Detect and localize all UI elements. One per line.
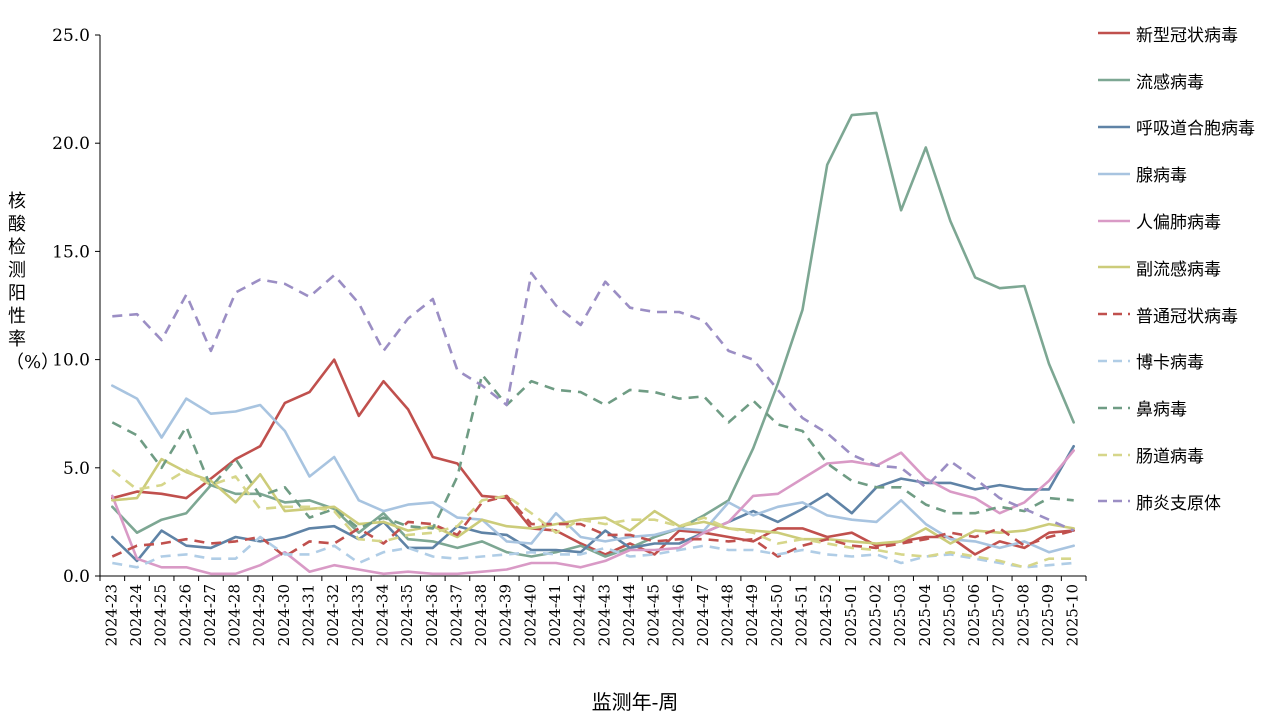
x-tick-label: 2024-29 xyxy=(250,584,268,646)
legend-item: 腺病毒 xyxy=(1096,150,1280,197)
x-tick-label: 2024-45 xyxy=(645,584,663,646)
x-tick-label: 2024-35 xyxy=(398,584,416,646)
y-tick-label: 25.0 xyxy=(52,26,90,46)
series-line-4 xyxy=(111,449,1075,576)
x-tick-label: 2025-08 xyxy=(1014,584,1032,646)
x-tick-label: 2025-04 xyxy=(916,584,934,646)
x-tick-label: 2024-50 xyxy=(768,584,786,646)
x-tick-label: 2024-23 xyxy=(102,584,120,646)
x-tick-label: 2024-37 xyxy=(447,584,465,646)
x-tick-label: 2024-30 xyxy=(275,584,293,646)
x-tick-label: 2024-32 xyxy=(324,584,342,646)
y-tick-label: 15.0 xyxy=(52,242,90,262)
x-tick-label: 2025-05 xyxy=(940,584,958,646)
x-tick-label: 2024-41 xyxy=(546,584,564,646)
legend-label: 鼻病毒 xyxy=(1136,400,1187,421)
legend-label: 腺病毒 xyxy=(1136,166,1187,187)
series-line-2 xyxy=(111,444,1075,563)
x-tick-label: 2025-10 xyxy=(1064,584,1082,646)
series-line-8 xyxy=(111,373,1074,530)
x-tick-label: 2024-44 xyxy=(620,584,638,646)
x-tick-label: 2024-40 xyxy=(521,584,539,646)
legend-swatch xyxy=(1098,500,1130,503)
legend: 新型冠状病毒 流感病毒呼吸道合胞病毒 腺病毒人偏肺病毒副流感病毒普通冠状病毒 博卡病毒… xyxy=(1096,10,1280,525)
x-tick-label: 2024-52 xyxy=(817,584,835,646)
legend-label: 普通冠状病毒 xyxy=(1136,306,1238,327)
x-tick-label: 2024-31 xyxy=(300,584,318,646)
series-line-10 xyxy=(112,271,1075,532)
x-tick-label: 2024-47 xyxy=(694,584,712,646)
x-tick-label: 2024-25 xyxy=(152,584,170,646)
legend-swatch xyxy=(1098,453,1130,456)
legend-label: 肠道病毒 xyxy=(1136,447,1204,468)
legend-swatch xyxy=(1098,32,1130,35)
legend-item: 流感病毒 xyxy=(1096,57,1280,104)
legend-item: 鼻病毒 xyxy=(1096,384,1280,431)
series-line-7 xyxy=(112,535,1074,569)
x-tick-label: 2025-07 xyxy=(990,584,1008,646)
legend-swatch xyxy=(1098,172,1130,176)
series-line-1 xyxy=(111,111,1075,558)
x-tick-label: 2024-36 xyxy=(423,584,441,646)
legend-item: 肠道病毒 xyxy=(1096,431,1280,478)
legend-label: 副流感病毒 xyxy=(1136,259,1221,280)
legend-swatch xyxy=(1098,406,1130,410)
x-tick-label: 2024-26 xyxy=(176,584,194,646)
legend-swatch xyxy=(1098,266,1130,269)
x-tick-label: 2024-28 xyxy=(226,584,244,646)
x-tick-label: 2024-42 xyxy=(571,584,589,646)
x-tick-label: 2024-46 xyxy=(669,584,687,646)
y-tick-label: 0.0 xyxy=(63,567,90,587)
x-tick-label: 2024-49 xyxy=(743,584,761,646)
legend-swatch xyxy=(1098,78,1130,82)
x-tick-label: 2024-34 xyxy=(373,584,391,646)
x-tick-label: 2024-43 xyxy=(595,584,613,646)
legend-item: 博卡病毒 xyxy=(1096,338,1280,385)
x-tick-label: 2024-27 xyxy=(201,584,219,646)
y-tick-label: 10.0 xyxy=(52,351,90,371)
legend-item: 人偏肺病毒 xyxy=(1096,197,1280,244)
legend-item: 呼吸道合胞病毒 xyxy=(1096,104,1280,151)
x-tick-label: 2024-33 xyxy=(349,584,367,646)
y-tick-label: 5.0 xyxy=(63,459,90,479)
series-line-6 xyxy=(111,494,1075,558)
legend-label: 呼吸道合胞病毒 xyxy=(1136,119,1255,140)
x-tick-label: 2025-01 xyxy=(842,584,860,646)
legend-swatch xyxy=(1098,219,1130,222)
x-tick-label: 2025-09 xyxy=(1039,584,1057,646)
legend-label: 流感病毒 xyxy=(1136,72,1204,93)
chart-axes: 0.0 5.0 10.0 15.0 20.0 25.0 2024-23 2024-24 2024… xyxy=(52,26,1087,646)
x-tick-label: 2024-39 xyxy=(497,584,515,646)
x-tick-label: 2024-48 xyxy=(719,584,737,646)
series-line-0 xyxy=(111,358,1075,556)
x-tick-label: 2024-24 xyxy=(127,584,145,646)
legend-label: 博卡病毒 xyxy=(1136,353,1204,374)
legend-item: 肺炎支原体 xyxy=(1096,478,1280,525)
legend-item: 普通冠状病毒 xyxy=(1096,291,1280,338)
x-tick-label: 2025-06 xyxy=(965,584,983,646)
x-tick-label: 2025-03 xyxy=(891,584,909,646)
legend-label: 新型冠状病毒 xyxy=(1136,25,1238,46)
x-tick-label: 2024-38 xyxy=(472,584,490,646)
legend-label: 人偏肺病毒 xyxy=(1136,213,1221,234)
series-line-9 xyxy=(111,468,1074,569)
legend-label: 肺炎支原体 xyxy=(1136,493,1221,514)
legend-item: 新型冠状病毒 xyxy=(1096,10,1280,57)
legend-swatch xyxy=(1098,312,1130,316)
series-layer xyxy=(111,111,1075,576)
x-axis-label: 监测年-周 xyxy=(591,690,679,714)
series-line-3 xyxy=(111,384,1075,554)
y-axis-label: 核酸检测阳性率（%） xyxy=(6,191,60,373)
legend-swatch xyxy=(1098,359,1130,363)
x-tick-label: 2025-02 xyxy=(866,584,884,646)
y-tick-label: 20.0 xyxy=(52,134,90,154)
x-tick-label: 2024-51 xyxy=(793,584,811,646)
legend-swatch xyxy=(1098,125,1130,129)
legend-item: 副流感病毒 xyxy=(1096,244,1280,291)
